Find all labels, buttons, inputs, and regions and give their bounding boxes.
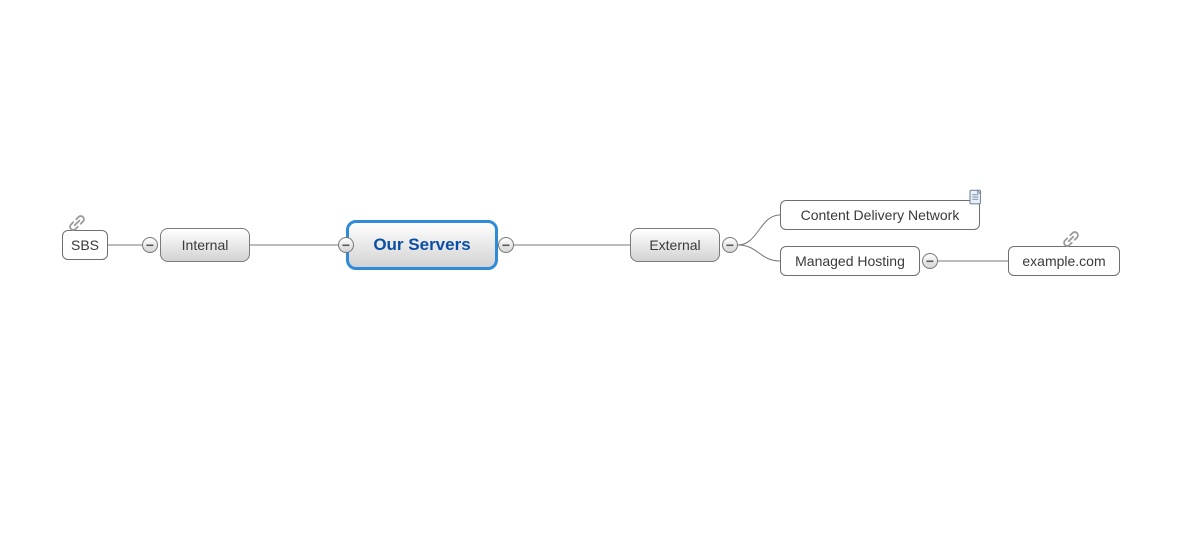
collapse-button[interactable]: −: [722, 237, 738, 253]
node-sbs[interactable]: SBS: [62, 230, 108, 260]
collapse-button[interactable]: −: [922, 253, 938, 269]
collapse-button[interactable]: −: [142, 237, 158, 253]
node-cdn[interactable]: Content Delivery Network: [780, 200, 980, 230]
mindmap-canvas: Our Servers Internal SBS External Conten…: [0, 0, 1189, 548]
node-internal[interactable]: Internal: [160, 228, 250, 262]
collapse-button[interactable]: −: [498, 237, 514, 253]
node-our-servers[interactable]: Our Servers: [346, 220, 498, 270]
collapse-button[interactable]: −: [338, 237, 354, 253]
node-label: Managed Hosting: [795, 253, 905, 269]
node-label: SBS: [71, 237, 99, 253]
node-label: Internal: [182, 237, 229, 253]
node-label: Content Delivery Network: [801, 207, 960, 223]
node-label: External: [649, 237, 700, 253]
node-label: Our Servers: [373, 235, 470, 255]
node-external[interactable]: External: [630, 228, 720, 262]
node-managed-hosting[interactable]: Managed Hosting: [780, 246, 920, 276]
node-example[interactable]: example.com: [1008, 246, 1120, 276]
node-label: example.com: [1022, 253, 1105, 269]
